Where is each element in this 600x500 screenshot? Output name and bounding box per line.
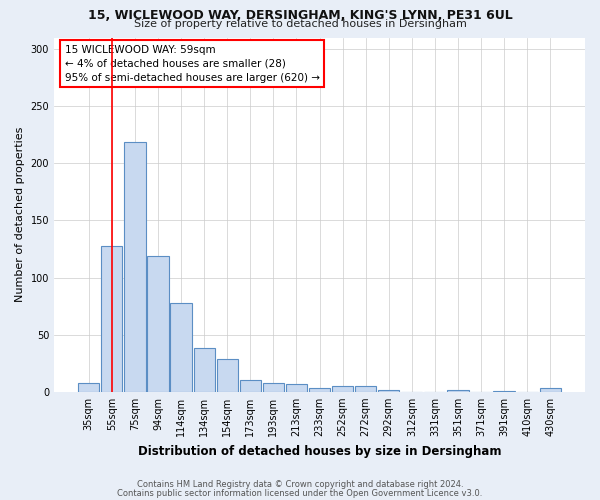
Bar: [217, 358, 238, 392]
Text: 15 WICLEWOOD WAY: 59sqm
← 4% of detached houses are smaller (28)
95% of semi-det: 15 WICLEWOOD WAY: 59sqm ← 4% of detached…: [65, 44, 320, 82]
Bar: [148, 256, 169, 392]
Bar: [101, 246, 122, 392]
Bar: [263, 382, 284, 392]
Bar: [124, 142, 146, 392]
Bar: [194, 348, 215, 392]
Bar: [239, 380, 261, 392]
Bar: [355, 386, 376, 392]
Bar: [493, 390, 515, 392]
Bar: [286, 384, 307, 392]
Bar: [78, 382, 100, 392]
X-axis label: Distribution of detached houses by size in Dersingham: Distribution of detached houses by size …: [138, 444, 501, 458]
Text: Contains HM Land Registry data © Crown copyright and database right 2024.: Contains HM Land Registry data © Crown c…: [137, 480, 463, 489]
Bar: [309, 388, 330, 392]
Text: Contains public sector information licensed under the Open Government Licence v3: Contains public sector information licen…: [118, 488, 482, 498]
Text: 15, WICLEWOOD WAY, DERSINGHAM, KING'S LYNN, PE31 6UL: 15, WICLEWOOD WAY, DERSINGHAM, KING'S LY…: [88, 9, 512, 22]
Bar: [170, 302, 191, 392]
Bar: [378, 390, 400, 392]
Text: Size of property relative to detached houses in Dersingham: Size of property relative to detached ho…: [134, 19, 466, 29]
Bar: [539, 388, 561, 392]
Bar: [448, 390, 469, 392]
Bar: [332, 386, 353, 392]
Y-axis label: Number of detached properties: Number of detached properties: [15, 127, 25, 302]
